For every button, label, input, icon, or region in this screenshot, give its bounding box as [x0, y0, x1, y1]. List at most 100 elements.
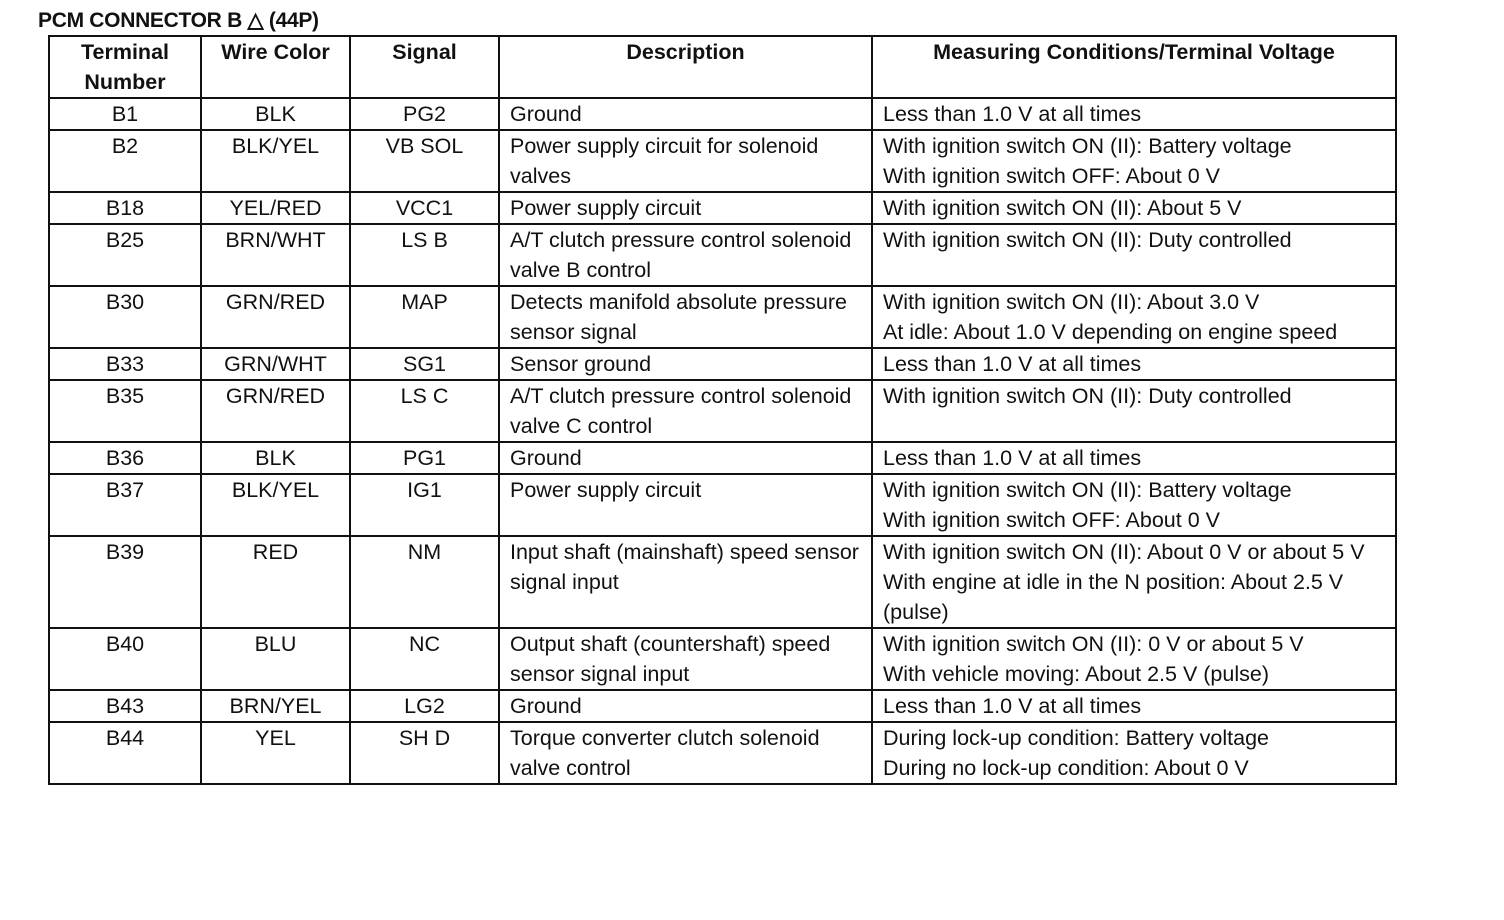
terminal-cell: B39 — [48, 535, 202, 629]
terminal-cell: B1 — [48, 97, 202, 131]
condition-text: At idle: About 1.0 V depending on engine… — [883, 320, 1338, 344]
terminal-cell: B36 — [48, 441, 202, 475]
description-cell: Power supply circuit — [498, 191, 873, 225]
conditions-cell: With ignition switch ON (II): 0 V or abo… — [871, 627, 1397, 691]
terminal-cell: B33 — [48, 347, 202, 381]
description-cell: Ground — [498, 689, 873, 723]
wire-color-cell: YEL — [200, 721, 351, 785]
header-row: Terminal Number Wire Color Signal Descripti… — [48, 35, 1397, 99]
header-cell: Signal — [349, 35, 500, 99]
description-cell: A/T clutch pressure control solenoid val… — [498, 379, 873, 443]
conditions-cell: With ignition switch ON (II): Battery vo… — [871, 129, 1397, 193]
condition-text: During lock-up condition: Battery voltag… — [883, 726, 1270, 750]
signal-cell: VB SOL — [349, 129, 500, 193]
terminal-cell: B44 — [48, 721, 202, 785]
table-row: B25 BRN/WHT LS B A/T clutch pressure contro… — [48, 223, 1397, 287]
conditions-cell: With ignition switch ON (II): Duty contr… — [871, 379, 1397, 443]
conditions-cell: With ignition switch ON (II): Battery vo… — [871, 473, 1397, 537]
condition-text: With ignition switch ON (II): Battery vo… — [883, 134, 1292, 158]
conditions-cell: With ignition switch ON (II): Duty contr… — [871, 223, 1397, 287]
condition-text: Less than 1.0 V at all times — [883, 694, 1142, 718]
terminal-cell: B30 — [48, 285, 202, 349]
condition-text: With ignition switch ON (II): Battery vo… — [883, 478, 1292, 502]
conditions-cell: With ignition switch ON (II): About 3.0 … — [871, 285, 1397, 349]
signal-cell: PG1 — [349, 441, 500, 475]
wire-color-cell: GRN/WHT — [200, 347, 351, 381]
wire-color-cell: GRN/RED — [200, 379, 351, 443]
table-row: B44 YEL SH D Torque converter clutch soleno… — [48, 721, 1397, 785]
signal-cell: SG1 — [349, 347, 500, 381]
table-row: B36 BLK PG1 Ground Less than 1.0 V at all ti… — [48, 441, 1397, 475]
terminal-cell: B37 — [48, 473, 202, 537]
signal-cell: PG2 — [349, 97, 500, 131]
description-cell: Input shaft (mainshaft) speed sensor sig… — [498, 535, 873, 629]
condition-text: With ignition switch OFF: About 0 V — [883, 508, 1220, 532]
terminal-cell: B43 — [48, 689, 202, 723]
wire-color-cell: BRN/YEL — [200, 689, 351, 723]
terminal-cell: B18 — [48, 191, 202, 225]
signal-cell: SH D — [349, 721, 500, 785]
header-cell: Wire Color — [200, 35, 351, 99]
table-row: B33 GRN/WHT SG1 Sensor ground Less than 1.0 … — [48, 347, 1397, 381]
conditions-cell: Less than 1.0 V at all times — [871, 689, 1397, 723]
wire-color-cell: BLK — [200, 97, 351, 131]
table-row: B30 GRN/RED MAP Detects manifold absolute p… — [48, 285, 1397, 349]
table-row: B39 RED NM Input shaft (mainshaft) speed se… — [48, 535, 1397, 629]
table-header: Terminal Number Wire Color Signal Descripti… — [48, 35, 1397, 99]
conditions-cell: Less than 1.0 V at all times — [871, 347, 1397, 381]
terminal-cell: B40 — [48, 627, 202, 691]
condition-text: Less than 1.0 V at all times — [883, 102, 1142, 126]
condition-text: With engine at idle in the N position: A… — [883, 570, 1344, 624]
condition-text: With ignition switch ON (II): 0 V or abo… — [883, 632, 1304, 656]
description-cell: Detects manifold absolute pressure senso… — [498, 285, 873, 349]
condition-text: With ignition switch ON (II): Duty contr… — [883, 384, 1292, 408]
conditions-cell: Less than 1.0 V at all times — [871, 441, 1397, 475]
description-cell: Torque converter clutch solenoid valve c… — [498, 721, 873, 785]
header-cell: Terminal Number — [48, 35, 202, 99]
table-row: B40 BLU NC Output shaft (countershaft) spee… — [48, 627, 1397, 691]
signal-cell: NC — [349, 627, 500, 691]
header-cell: Description — [498, 35, 873, 99]
header-cell: Measuring Conditions/Terminal Voltage — [871, 35, 1397, 99]
wire-color-cell: BLK — [200, 441, 351, 475]
signal-cell: NM — [349, 535, 500, 629]
condition-text: Less than 1.0 V at all times — [883, 446, 1142, 470]
signal-cell: LG2 — [349, 689, 500, 723]
title: PCM CONNECTOR B △ (44P) — [38, 9, 319, 32]
wire-color-cell: YEL/RED — [200, 191, 351, 225]
description-cell: Output shaft (countershaft) speed sensor… — [498, 627, 873, 691]
wire-color-cell: BLK/YEL — [200, 473, 351, 537]
signal-cell: IG1 — [349, 473, 500, 537]
conditions-cell: Less than 1.0 V at all times — [871, 97, 1397, 131]
wire-color-cell: RED — [200, 535, 351, 629]
condition-text: With ignition switch ON (II): Duty contr… — [883, 228, 1292, 252]
wire-color-cell: BLK/YEL — [200, 129, 351, 193]
condition-text: With ignition switch ON (II): About 5 V — [883, 196, 1242, 220]
condition-text: With ignition switch ON (II): About 0 V … — [883, 540, 1365, 564]
terminal-cell: B2 — [48, 129, 202, 193]
description-cell: Power supply circuit for solenoid valves — [498, 129, 873, 193]
table-row: B35 GRN/RED LS C A/T clutch pressure contro… — [48, 379, 1397, 443]
description-cell: Ground — [498, 97, 873, 131]
table-row: B18 YEL/RED VCC1 Power supply circuit With i… — [48, 191, 1397, 225]
table-row: B37 BLK/YEL IG1 Power supply circuit With ig… — [48, 473, 1397, 537]
signal-cell: LS C — [349, 379, 500, 443]
condition-text: During no lock-up condition: About 0 V — [883, 756, 1249, 780]
wire-color-cell: BLU — [200, 627, 351, 691]
conditions-cell: During lock-up condition: Battery voltag… — [871, 721, 1397, 785]
conditions-cell: With ignition switch ON (II): About 5 V — [871, 191, 1397, 225]
condition-text: With vehicle moving: About 2.5 V (pulse) — [883, 662, 1269, 686]
table-row: B43 BRN/YEL LG2 Ground Less than 1.0 V at al… — [48, 689, 1397, 723]
condition-text: With ignition switch ON (II): About 3.0 … — [883, 290, 1260, 314]
terminal-cell: B35 — [48, 379, 202, 443]
description-cell: Power supply circuit — [498, 473, 873, 537]
wire-color-cell: BRN/WHT — [200, 223, 351, 287]
terminal-cell: B25 — [48, 223, 202, 287]
connector-table: Terminal Number Wire Color Signal Descripti… — [48, 35, 1397, 785]
table-row: B2 BLK/YEL VB SOL Power supply circuit for … — [48, 129, 1397, 193]
signal-cell: MAP — [349, 285, 500, 349]
table-body: B1 BLK PG2 Ground Less than 1.0 V at all tim… — [48, 97, 1397, 785]
conditions-cell: With ignition switch ON (II): About 0 V … — [871, 535, 1397, 629]
table-row: B1 BLK PG2 Ground Less than 1.0 V at all tim… — [48, 97, 1397, 131]
